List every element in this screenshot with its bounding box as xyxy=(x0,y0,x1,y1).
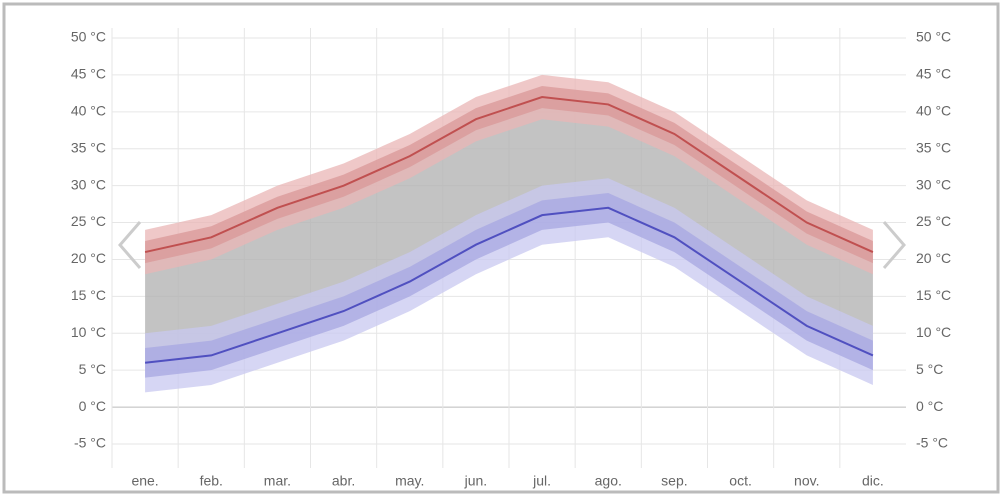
y-tick-label: 20 °C xyxy=(71,250,106,266)
y2-tick-label: 50 °C xyxy=(916,29,951,45)
y-tick-label: 35 °C xyxy=(71,139,106,155)
x-tick-label: abr. xyxy=(332,473,355,489)
x-tick-label: mar. xyxy=(264,473,291,489)
percentile-band xyxy=(145,193,873,378)
y-tick-label: 15 °C xyxy=(71,287,106,303)
x-tick-label: may. xyxy=(395,473,424,489)
y2-tick-label: 0 °C xyxy=(916,398,943,414)
average-line xyxy=(144,96,874,254)
y-tick-label: 5 °C xyxy=(79,361,106,377)
x-tick-label: ago. xyxy=(595,473,622,489)
y-tick-label: 10 °C xyxy=(71,324,106,340)
x-tick-label: feb. xyxy=(200,473,223,489)
y-tick-label: -5 °C xyxy=(74,435,106,451)
average-line xyxy=(144,206,874,364)
y-tick-label: 0 °C xyxy=(79,398,106,414)
x-tick-label: sep. xyxy=(661,473,687,489)
y2-tick-label: 20 °C xyxy=(916,250,951,266)
x-tick-label: oct. xyxy=(729,473,752,489)
percentile-band xyxy=(145,74,873,275)
y2-tick-label: 10 °C xyxy=(916,324,951,340)
y-tick-label: 30 °C xyxy=(71,176,106,192)
y2-tick-label: 35 °C xyxy=(916,139,951,155)
y2-tick-label: 15 °C xyxy=(916,287,951,303)
percentile-band xyxy=(145,178,873,393)
x-tick-label: nov. xyxy=(794,473,819,489)
percentile-band xyxy=(145,85,873,264)
y2-tick-label: 5 °C xyxy=(916,361,943,377)
x-tick-label: jul. xyxy=(532,473,551,489)
y2-tick-label: 30 °C xyxy=(916,176,951,192)
y2-tick-label: -5 °C xyxy=(916,435,948,451)
y-tick-label: 25 °C xyxy=(71,213,106,229)
nav-arrow[interactable] xyxy=(118,221,142,269)
y2-tick-label: 40 °C xyxy=(916,103,951,119)
x-tick-label: jun. xyxy=(464,473,488,489)
nav-arrow[interactable] xyxy=(882,221,906,269)
x-tick-label: ene. xyxy=(131,473,158,489)
y-tick-label: 40 °C xyxy=(71,103,106,119)
y2-tick-label: 25 °C xyxy=(916,213,951,229)
y-tick-label: 45 °C xyxy=(71,66,106,82)
y-tick-label: 50 °C xyxy=(71,29,106,45)
x-tick-label: dic. xyxy=(862,473,884,489)
y2-tick-label: 45 °C xyxy=(916,66,951,82)
